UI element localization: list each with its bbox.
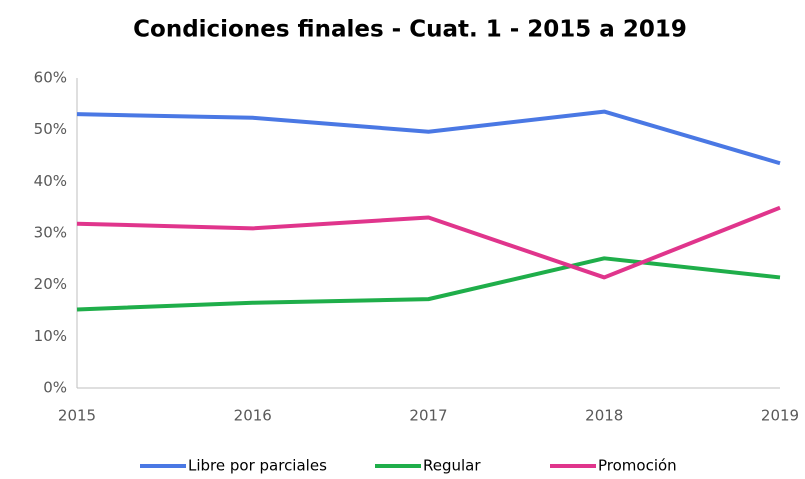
legend-label: Regular [423, 457, 481, 475]
series-line [76, 205, 781, 280]
y-tick-label: 30% [34, 224, 67, 242]
y-tick-label: 0% [43, 379, 67, 397]
legend-label: Promoción [598, 457, 677, 475]
series-line [76, 109, 781, 166]
x-tick-label: 2019 [761, 407, 799, 425]
legend-label: Libre por parciales [188, 457, 327, 475]
y-tick-label: 10% [34, 327, 67, 345]
x-tick-label: 2017 [409, 407, 447, 425]
y-tick-label: 40% [34, 172, 67, 190]
chart-title: Condiciones finales - Cuat. 1 - 2015 a 2… [133, 17, 687, 43]
x-tick-label: 2015 [58, 407, 96, 425]
x-tick-label: 2016 [234, 407, 272, 425]
y-tick-label: 20% [34, 275, 67, 293]
y-tick-label: 50% [34, 120, 67, 138]
x-tick-label: 2018 [585, 407, 623, 425]
y-tick-label: 60% [34, 69, 67, 87]
series-line [76, 256, 781, 312]
